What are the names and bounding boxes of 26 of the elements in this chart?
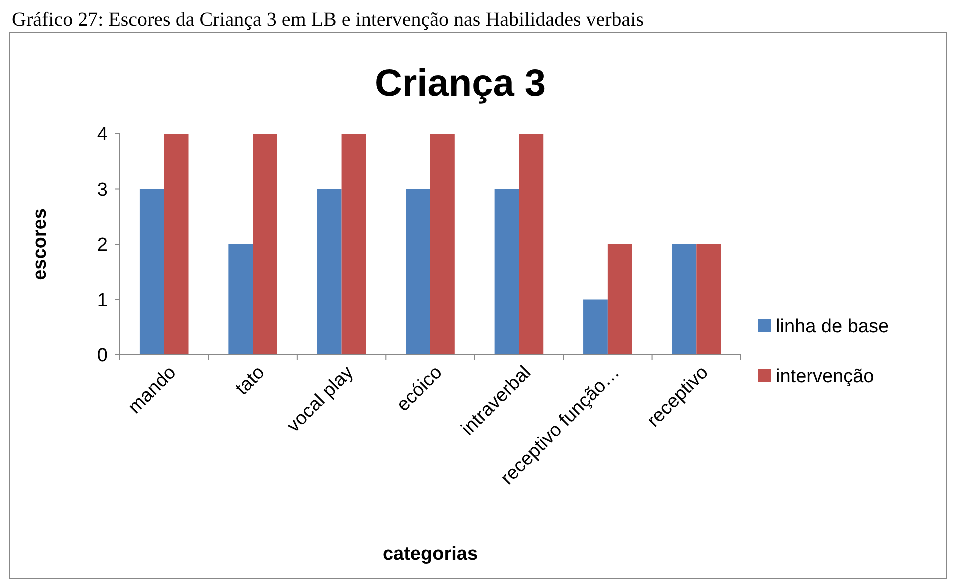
- x-axis-title: categorias: [382, 544, 478, 565]
- x-tick-label: tato: [232, 362, 270, 400]
- bar: [519, 134, 544, 355]
- bar: [406, 189, 430, 355]
- bar: [584, 300, 608, 355]
- y-tick-label: 4: [97, 124, 108, 146]
- bar: [253, 134, 278, 355]
- y-axis-title: escores: [30, 208, 51, 280]
- bar: [164, 134, 189, 355]
- bar: [696, 244, 722, 355]
- legend-label: linha de base: [776, 316, 890, 338]
- bar: [317, 189, 342, 355]
- bar: [228, 244, 254, 355]
- y-tick-label: 0: [97, 346, 108, 367]
- bar: [430, 134, 455, 355]
- bar: [672, 244, 697, 355]
- y-tick-label: 2: [97, 235, 108, 256]
- bar: [608, 244, 632, 355]
- bar: [342, 134, 366, 355]
- text: Gráfico 27: Escores da Criança 3 em LB e intervenção nas Habilidades verbais: [12, 9, 644, 31]
- bar: [140, 189, 164, 355]
- chart-title: Criança 3: [374, 63, 546, 105]
- y-tick-label: 3: [97, 180, 108, 201]
- bar: [494, 189, 520, 355]
- y-tick-label: 1: [97, 290, 108, 312]
- legend-label: intervenção: [776, 366, 874, 388]
